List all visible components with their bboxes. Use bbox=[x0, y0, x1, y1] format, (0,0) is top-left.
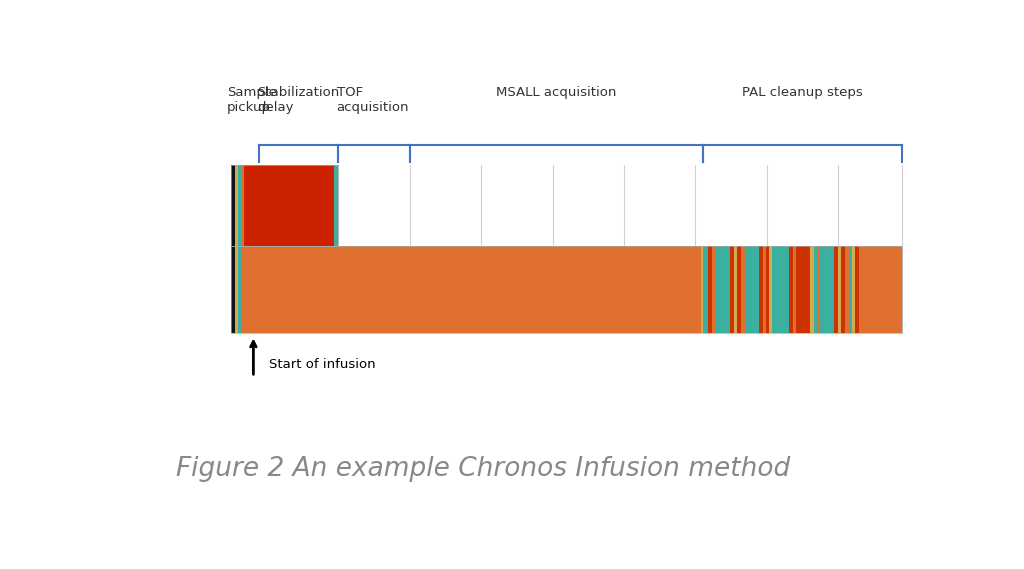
Bar bbox=[769, 246, 772, 333]
Bar bbox=[231, 164, 236, 246]
Bar bbox=[741, 246, 744, 333]
Bar bbox=[231, 164, 338, 246]
Bar bbox=[811, 246, 814, 333]
Bar bbox=[814, 246, 817, 333]
Bar bbox=[744, 246, 759, 333]
Bar bbox=[846, 246, 849, 333]
Bar bbox=[790, 246, 793, 333]
Bar bbox=[231, 246, 902, 333]
Bar bbox=[244, 164, 334, 246]
Bar bbox=[759, 246, 763, 333]
Bar bbox=[701, 246, 703, 333]
Text: Start of infusion: Start of infusion bbox=[269, 357, 376, 370]
Bar bbox=[842, 246, 846, 333]
Bar bbox=[245, 246, 701, 333]
Bar bbox=[839, 246, 842, 333]
Bar bbox=[734, 246, 737, 333]
Bar bbox=[242, 246, 245, 333]
Bar bbox=[763, 246, 766, 333]
Bar bbox=[766, 246, 769, 333]
Bar bbox=[703, 246, 709, 333]
Bar bbox=[709, 246, 712, 333]
Bar bbox=[730, 246, 734, 333]
Bar bbox=[334, 164, 338, 246]
Text: TOF
acquisition: TOF acquisition bbox=[337, 86, 410, 114]
Bar bbox=[712, 246, 716, 333]
Bar bbox=[835, 246, 839, 333]
Bar bbox=[820, 246, 835, 333]
Bar bbox=[231, 246, 236, 333]
Bar bbox=[849, 246, 852, 333]
Bar bbox=[716, 246, 730, 333]
Bar bbox=[797, 246, 811, 333]
Bar bbox=[859, 246, 902, 333]
Bar bbox=[236, 246, 239, 333]
Bar bbox=[239, 246, 242, 333]
Bar bbox=[737, 246, 741, 333]
Text: Figure 2 An example Chronos Infusion method: Figure 2 An example Chronos Infusion met… bbox=[176, 456, 790, 482]
Bar bbox=[242, 164, 244, 246]
Bar bbox=[793, 246, 797, 333]
Text: Sample
pickup: Sample pickup bbox=[227, 86, 278, 114]
Bar bbox=[772, 246, 790, 333]
Bar bbox=[817, 246, 820, 333]
Bar bbox=[852, 246, 855, 333]
Bar bbox=[855, 246, 859, 333]
Text: MSALL acquisition: MSALL acquisition bbox=[497, 86, 616, 99]
Bar bbox=[236, 164, 239, 246]
Text: PAL cleanup steps: PAL cleanup steps bbox=[742, 86, 863, 99]
Text: Stabilization
delay: Stabilization delay bbox=[257, 86, 340, 114]
Bar bbox=[239, 164, 242, 246]
